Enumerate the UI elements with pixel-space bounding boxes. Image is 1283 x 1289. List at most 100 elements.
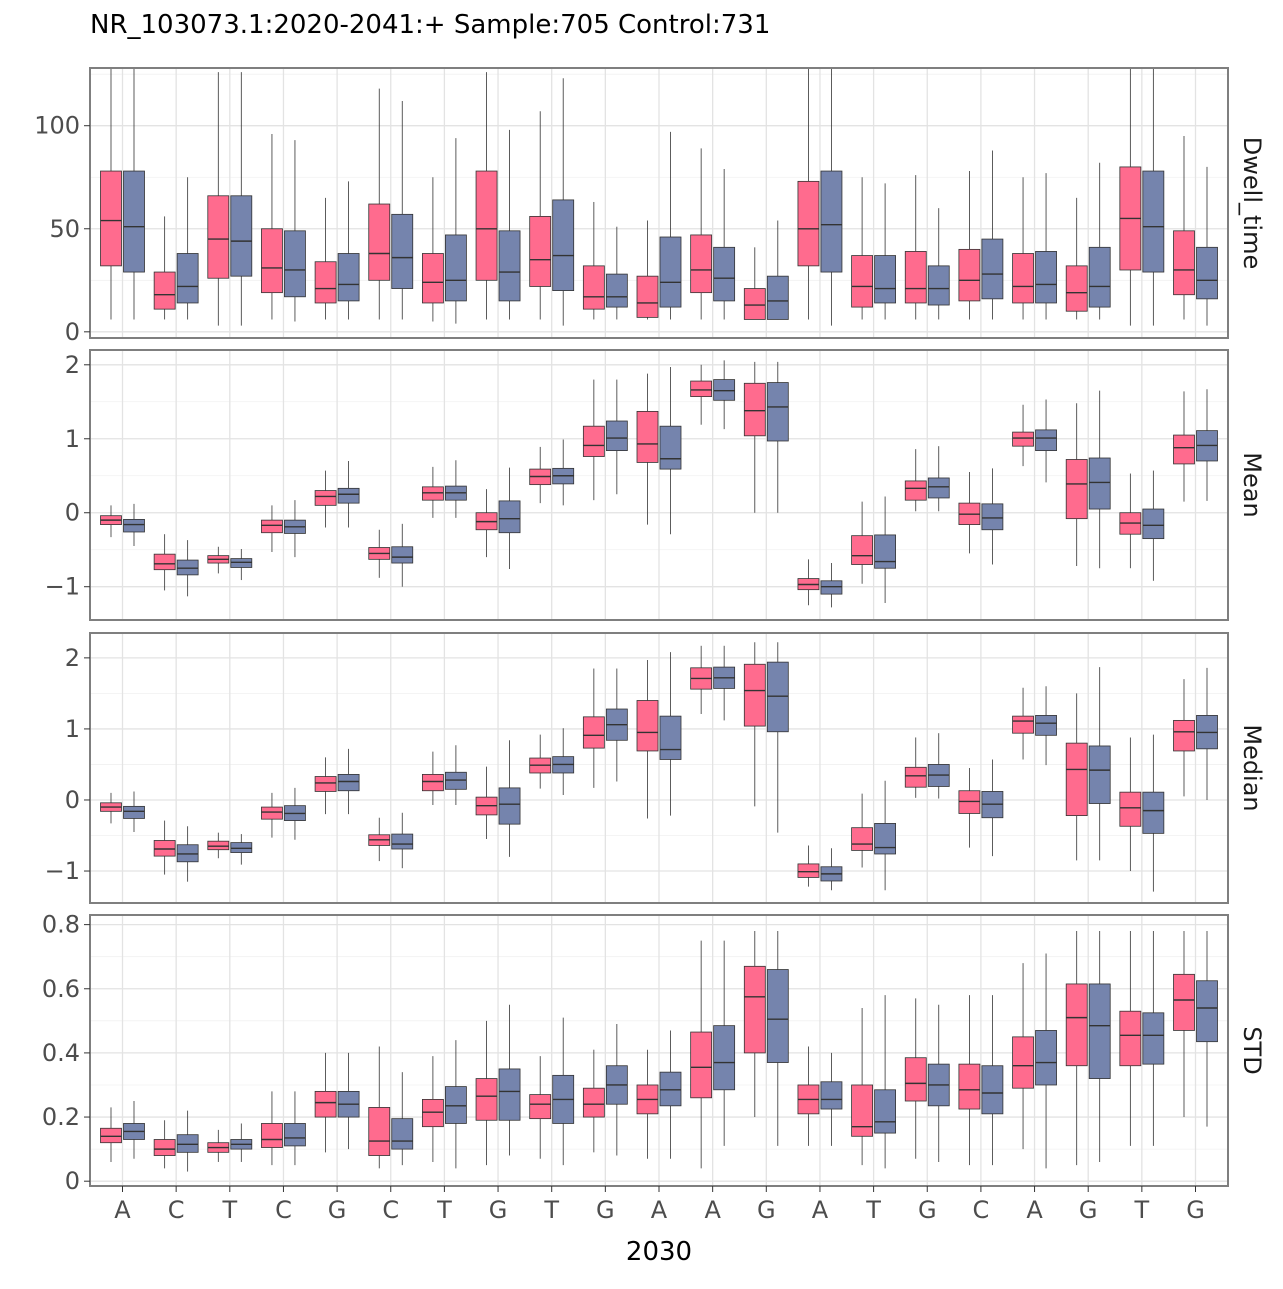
- box-body: [230, 842, 253, 853]
- box-body: [851, 1084, 873, 1137]
- box-sample-median-4: [314, 757, 337, 815]
- box-body: [1035, 251, 1057, 304]
- facet-panel-dwell_time: 0 50 100 Dwell_time: [34, 67, 1266, 346]
- box-body: [337, 253, 360, 302]
- box-body: [391, 213, 414, 289]
- box-sample-std-9: [582, 1049, 605, 1153]
- box-body: [636, 700, 659, 752]
- box-control-median-16: [981, 759, 1004, 857]
- box-control-mean-10: [659, 367, 682, 535]
- box-body: [1065, 459, 1088, 520]
- y-tick-label: 1: [65, 425, 80, 453]
- box-body: [207, 840, 230, 851]
- box-body: [605, 420, 628, 452]
- box-control-dwell_time-18: [1088, 162, 1111, 320]
- box-control-median-10: [659, 652, 682, 816]
- box-body: [713, 1025, 736, 1091]
- box-sample-dwell_time-8: [529, 111, 552, 320]
- box-sample-std-15: [904, 998, 927, 1159]
- box-body: [874, 1089, 896, 1134]
- box-control-dwell_time-7: [498, 129, 521, 320]
- box-body: [314, 490, 337, 506]
- x-tick-label: G: [489, 1196, 508, 1224]
- box-body: [1142, 170, 1165, 273]
- box-body: [1012, 1036, 1034, 1089]
- box-body: [207, 195, 230, 279]
- box-body: [582, 425, 605, 457]
- box-control-median-14: [874, 780, 896, 891]
- box-sample-mean-15: [904, 449, 927, 512]
- box-body: [1142, 508, 1165, 540]
- box-sample-dwell_time-9: [582, 201, 605, 320]
- box-body: [284, 1123, 306, 1147]
- box-sample-dwell_time-1: [153, 216, 176, 320]
- box-body: [904, 251, 927, 304]
- x-tick-label: C: [168, 1196, 185, 1224]
- y-tick-label: 0.2: [42, 1103, 80, 1131]
- y-tick-label: 0: [65, 786, 80, 814]
- box-sample-std-1: [153, 1120, 176, 1169]
- box-body: [421, 1099, 444, 1128]
- box-body: [1065, 742, 1088, 817]
- box-control-mean-11: [713, 360, 736, 430]
- box-control-mean-16: [981, 468, 1004, 565]
- box-body: [927, 477, 950, 499]
- box-body: [1035, 715, 1057, 736]
- facet-panels: 0 50 100 Dwell_time −1 0 1 2 Mean −1 0 1 2 Median 0 0.2…: [34, 67, 1266, 1195]
- box-body: [851, 535, 873, 565]
- y-tick-label: 1: [65, 715, 80, 743]
- x-axis-title: 2030: [626, 1237, 692, 1267]
- box-control-median-17: [1035, 686, 1057, 766]
- box-body: [314, 261, 337, 304]
- x-tick-label: G: [1079, 1196, 1098, 1224]
- box-body: [444, 771, 467, 790]
- box-sample-mean-11: [690, 364, 713, 425]
- y-tick-label: 2: [65, 644, 80, 672]
- box-control-mean-12: [766, 361, 789, 513]
- box-body: [475, 170, 498, 281]
- box-sample-dwell_time-11: [690, 148, 713, 320]
- box-body: [1088, 745, 1111, 804]
- box-body: [529, 215, 552, 287]
- box-sample-mean-1: [153, 534, 176, 591]
- box-sample-dwell_time-0: [100, 68, 122, 320]
- box-body: [851, 827, 873, 851]
- box-body: [176, 253, 199, 304]
- x-tick-label: G: [596, 1196, 615, 1224]
- box-body: [261, 228, 283, 294]
- x-tick-label: G: [328, 1196, 347, 1224]
- box-sample-mean-10: [636, 373, 659, 525]
- y-tick-label: −1: [45, 857, 80, 885]
- facet-strip-label: STD: [1238, 1026, 1266, 1074]
- box-control-mean-3: [284, 500, 306, 558]
- box-control-median-2: [230, 834, 253, 865]
- box-body: [153, 1139, 176, 1156]
- box-body: [1142, 791, 1165, 834]
- box-body: [904, 480, 927, 501]
- box-body: [337, 773, 360, 792]
- box-body: [1065, 983, 1088, 1067]
- box-body: [1012, 253, 1034, 304]
- box-sample-dwell_time-19: [1119, 68, 1142, 326]
- box-sample-dwell_time-18: [1065, 197, 1088, 320]
- box-control-median-15: [927, 733, 950, 799]
- box-control-median-11: [713, 645, 736, 721]
- box-control-std-9: [605, 1024, 628, 1156]
- box-control-median-9: [605, 668, 628, 782]
- box-body: [582, 1087, 605, 1118]
- box-control-std-16: [981, 995, 1004, 1166]
- box-body: [123, 518, 145, 533]
- box-control-median-12: [766, 642, 789, 833]
- box-sample-median-14: [851, 793, 873, 868]
- x-tick-label: C: [275, 1196, 292, 1224]
- box-sample-std-10: [636, 1049, 659, 1159]
- box-body: [1035, 1030, 1057, 1086]
- x-tick-label: T: [221, 1196, 237, 1224]
- x-tick-label: A: [114, 1196, 131, 1224]
- y-tick-label: 50: [49, 215, 80, 243]
- box-body: [766, 661, 789, 733]
- box-control-std-11: [713, 940, 736, 1146]
- box-sample-median-1: [153, 820, 176, 875]
- box-sample-mean-16: [958, 472, 981, 554]
